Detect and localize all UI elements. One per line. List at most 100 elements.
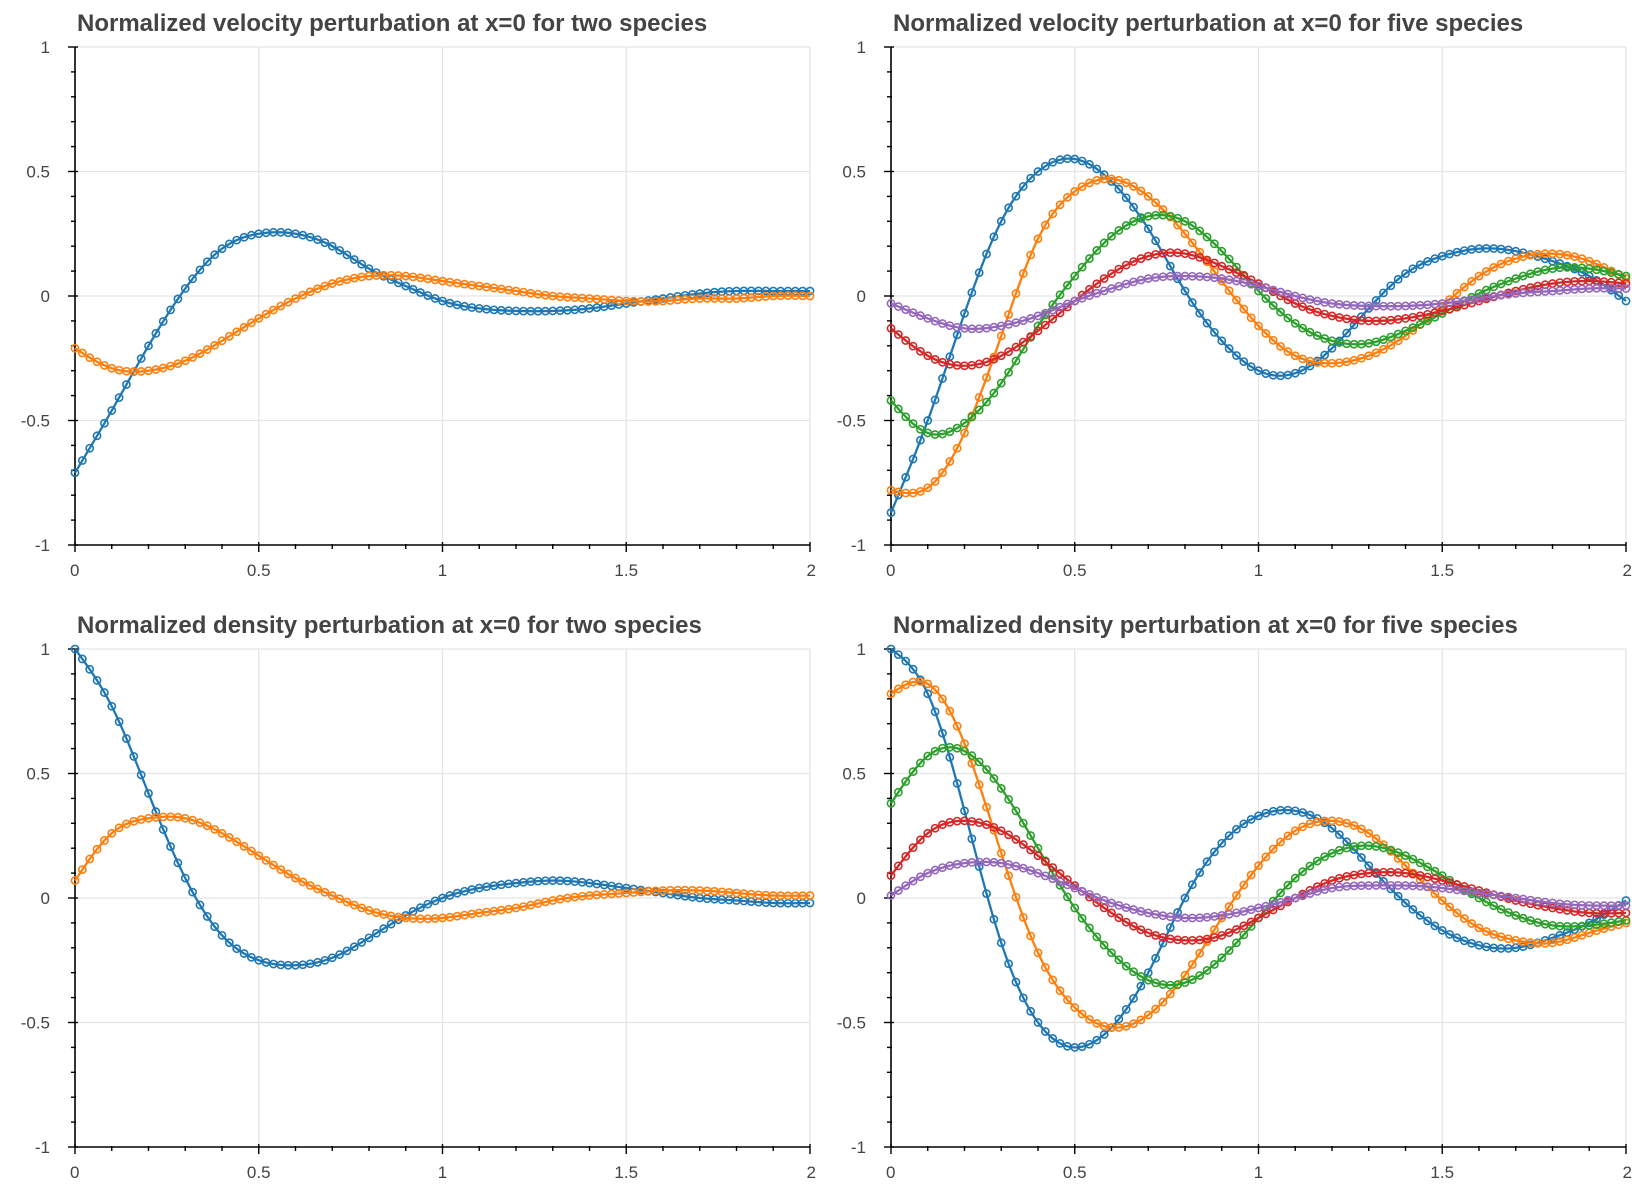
data-point-green [1195, 971, 1205, 980]
data-point-blue [1445, 929, 1454, 939]
data-point-purple [1033, 868, 1043, 878]
data-point-green [989, 388, 999, 398]
data-point-green [1276, 307, 1285, 317]
data-point-green [1004, 367, 1013, 377]
data-point-blue [438, 893, 447, 903]
series-group [886, 154, 1631, 518]
data-point-orange [1239, 304, 1249, 314]
data-point-orange [974, 392, 984, 402]
data-point-orange [342, 897, 352, 907]
data-point-blue [1430, 254, 1440, 263]
data-point-orange [166, 361, 175, 371]
data-point-red [1129, 921, 1138, 931]
y-tick-label: 1 [41, 640, 50, 659]
data-point-green [893, 787, 903, 797]
data-point-blue [180, 284, 190, 293]
data-point-green [1114, 955, 1124, 965]
data-point-green [901, 412, 911, 422]
data-point-green [1077, 913, 1087, 923]
data-point-green [1415, 858, 1425, 868]
data-point-blue [357, 937, 367, 947]
data-point-orange [70, 876, 80, 885]
data-point-blue [70, 468, 80, 478]
data-point-blue [1555, 930, 1565, 940]
y-tick-label: -0.5 [837, 412, 866, 431]
data-point-orange [1151, 198, 1160, 208]
data-point-blue [144, 789, 153, 798]
data-point-blue [180, 873, 190, 883]
data-point-blue [1202, 857, 1212, 867]
data-point-blue [1040, 161, 1050, 171]
data-point-purple [1621, 284, 1631, 293]
series-orange [70, 812, 815, 924]
data-point-blue [996, 216, 1006, 226]
data-point-blue [202, 257, 212, 267]
data-point-purple [893, 886, 903, 895]
data-point-blue [1202, 318, 1212, 328]
data-point-green [1187, 975, 1197, 985]
y-tick-label: 1 [857, 640, 866, 659]
data-point-orange [1232, 295, 1241, 305]
data-point-purple [1026, 866, 1036, 875]
data-point-green [1290, 318, 1300, 328]
data-point-red [1232, 924, 1241, 934]
data-point-red [1055, 869, 1065, 878]
data-point-red [938, 820, 947, 830]
data-point-purple [1621, 901, 1631, 910]
data-point-green [908, 767, 918, 777]
data-point-orange [1114, 175, 1124, 185]
chart-title-velocity-five-species: Normalized velocity perturbation at x=0 … [893, 10, 1523, 37]
data-point-orange [246, 318, 256, 328]
data-point-orange [349, 900, 359, 910]
data-point-red [1011, 835, 1021, 844]
data-point-green [1312, 331, 1322, 341]
data-point-blue [923, 689, 933, 699]
data-point-orange [1129, 181, 1138, 191]
data-point-orange [1209, 266, 1219, 276]
x-tick-label: 1.5 [614, 561, 638, 580]
data-point-green [1011, 356, 1021, 366]
data-point-purple [1070, 296, 1080, 306]
data-point-orange [1004, 871, 1013, 881]
data-point-blue [1408, 264, 1418, 274]
data-point-green [1121, 961, 1131, 971]
grid-lines [891, 46, 1627, 545]
data-point-blue [1437, 925, 1447, 935]
data-point-orange [1467, 276, 1477, 286]
data-point-green [1320, 852, 1330, 862]
data-point-orange [357, 903, 367, 913]
data-point-red [1268, 905, 1278, 915]
series-line-blue [889, 157, 1627, 514]
y-tick-label: -0.5 [21, 1014, 50, 1033]
data-point-green [1283, 313, 1293, 323]
data-point-green [1077, 262, 1087, 272]
data-point-green [893, 404, 903, 414]
data-point-green [1268, 301, 1278, 310]
data-point-blue [364, 933, 374, 943]
data-point-green [1386, 845, 1396, 855]
data-point-orange [188, 352, 197, 362]
data-point-red [1224, 264, 1234, 274]
series-line-green [890, 213, 1627, 436]
data-point-green [1085, 254, 1094, 263]
data-point-orange [313, 884, 322, 894]
data-point-red [1217, 930, 1227, 940]
data-point-green [923, 751, 933, 761]
x-tick-label: 1 [1254, 561, 1263, 580]
data-point-blue [996, 938, 1006, 948]
data-point-blue [327, 953, 337, 963]
data-point-green [1496, 279, 1506, 289]
data-point-red [1107, 908, 1116, 918]
data-point-blue [1187, 880, 1197, 890]
data-point-blue [1136, 981, 1146, 991]
data-point-orange [1055, 986, 1065, 996]
data-point-green [1504, 908, 1513, 917]
data-point-blue [974, 268, 984, 278]
data-point-orange [107, 828, 117, 838]
data-point-blue [239, 949, 249, 958]
data-point-purple [1055, 302, 1065, 312]
data-point-red [916, 835, 925, 845]
data-point-orange [1283, 347, 1293, 356]
data-point-green [1327, 848, 1337, 858]
data-point-orange [1386, 340, 1396, 350]
